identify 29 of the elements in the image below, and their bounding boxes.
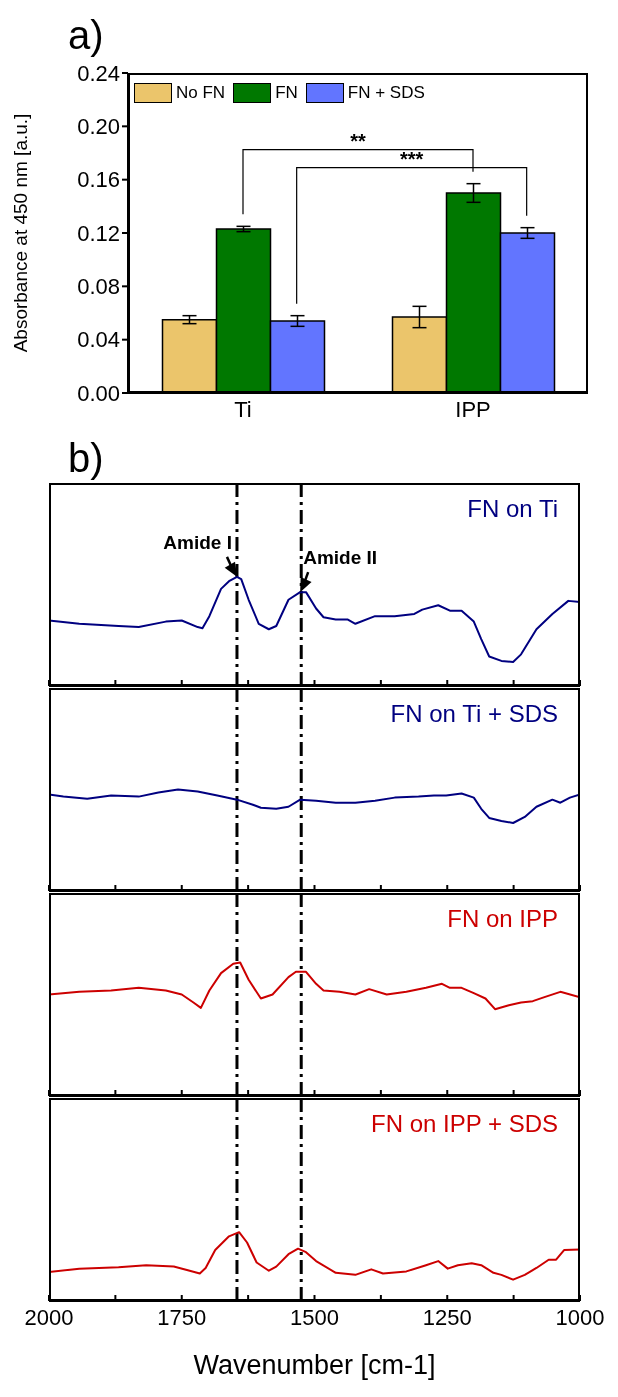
- x-tick-label: 1750: [157, 1304, 207, 1330]
- text: FN on IPP + SDS: [371, 1110, 558, 1137]
- chart-title: a): [68, 13, 104, 57]
- annotation: ***: [399, 147, 424, 170]
- y-tick-label: 0.24: [77, 60, 120, 86]
- legend-label: FN + SDS: [347, 83, 425, 103]
- chart-title: b): [67, 435, 105, 482]
- annotation: Amide I: [163, 531, 232, 553]
- legend-label: No FN: [176, 83, 226, 103]
- y-tick-label: 0.04: [77, 327, 120, 353]
- legend-label: FN: [275, 83, 298, 103]
- y-tick-label: 0.08: [77, 274, 120, 300]
- y-axis-title: Absorbance at 450 nm [a.u.]: [9, 113, 31, 353]
- text: FN on Ti + SDS: [390, 700, 558, 727]
- y-tick-label: 0.00: [77, 380, 120, 406]
- y-tick-label: 0.12: [77, 220, 120, 246]
- x-tick-label: 1250: [422, 1304, 472, 1330]
- annotation: **: [350, 129, 366, 152]
- y-tick-label: 0.16: [77, 167, 120, 193]
- text: FN on Ti: [467, 495, 558, 522]
- annotation: Amide II: [303, 547, 378, 569]
- x-tick-label: 2000: [24, 1304, 74, 1330]
- x-tick-label: IPP: [455, 396, 491, 422]
- x-axis-title: Wavenumber [cm-1]: [193, 1350, 436, 1380]
- x-tick-label: Ti: [234, 396, 252, 422]
- y-tick-label: 0.20: [77, 114, 120, 140]
- x-tick-label: 1000: [555, 1304, 605, 1330]
- text: FN on IPP: [447, 905, 558, 932]
- x-tick-label: 1500: [290, 1304, 339, 1330]
